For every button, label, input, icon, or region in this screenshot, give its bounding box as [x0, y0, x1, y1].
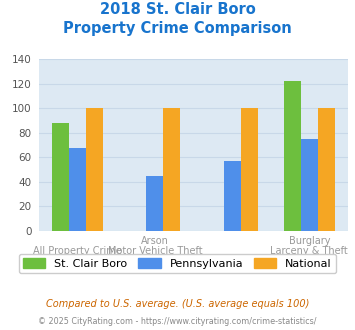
Bar — [318, 109, 335, 231]
Bar — [301, 139, 318, 231]
Bar — [163, 109, 180, 231]
Bar — [69, 148, 86, 231]
Text: All Property Crime: All Property Crime — [33, 246, 122, 256]
Text: © 2025 CityRating.com - https://www.cityrating.com/crime-statistics/: © 2025 CityRating.com - https://www.city… — [38, 317, 317, 326]
Bar — [52, 123, 69, 231]
Bar — [224, 161, 241, 231]
Text: Property Crime Comparison: Property Crime Comparison — [63, 21, 292, 36]
Bar — [86, 109, 103, 231]
Bar — [284, 82, 301, 231]
Bar — [146, 176, 163, 231]
Text: Compared to U.S. average. (U.S. average equals 100): Compared to U.S. average. (U.S. average … — [46, 299, 309, 309]
Bar — [241, 109, 258, 231]
Text: Arson: Arson — [141, 236, 169, 246]
Text: Burglary: Burglary — [289, 236, 330, 246]
Text: Motor Vehicle Theft: Motor Vehicle Theft — [108, 246, 202, 256]
Text: Larceny & Theft: Larceny & Theft — [271, 246, 348, 256]
Legend: St. Clair Boro, Pennsylvania, National: St. Clair Boro, Pennsylvania, National — [18, 254, 337, 273]
Text: 2018 St. Clair Boro: 2018 St. Clair Boro — [100, 2, 255, 16]
